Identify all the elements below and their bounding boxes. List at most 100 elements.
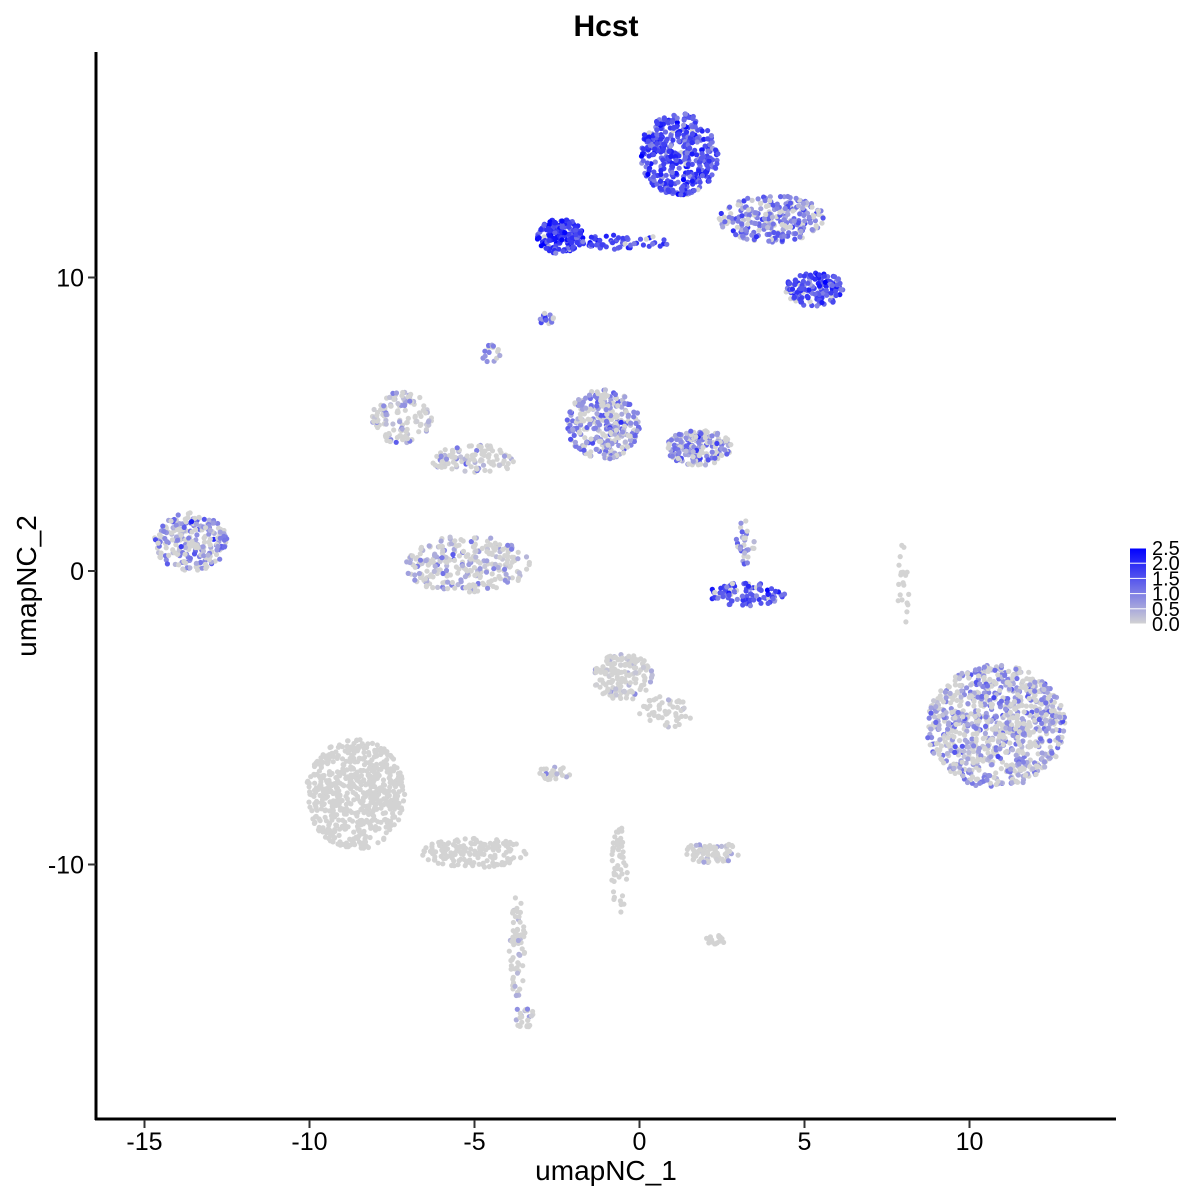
data-point <box>946 684 952 690</box>
data-point <box>371 792 377 798</box>
data-point <box>690 852 696 858</box>
data-point <box>391 396 397 402</box>
data-point <box>412 564 418 570</box>
data-point <box>1013 778 1019 784</box>
data-point <box>435 584 441 591</box>
data-point <box>702 143 708 149</box>
data-point <box>619 893 626 899</box>
data-point <box>928 726 934 732</box>
data-point <box>322 808 328 814</box>
data-point <box>593 682 600 688</box>
data-point <box>327 772 333 778</box>
data-point <box>437 839 443 846</box>
data-point <box>682 157 688 163</box>
data-point <box>821 273 827 279</box>
data-point <box>432 563 438 569</box>
data-point <box>688 428 694 434</box>
data-point <box>985 668 991 675</box>
data-point <box>505 858 511 864</box>
data-point <box>965 756 971 762</box>
data-point <box>388 818 394 824</box>
data-point <box>988 754 994 760</box>
data-point <box>644 160 651 166</box>
data-point <box>691 187 697 194</box>
data-point <box>631 241 637 247</box>
data-point <box>640 664 647 671</box>
data-point <box>470 544 476 550</box>
data-point <box>704 849 710 855</box>
data-point <box>581 411 588 417</box>
data-point <box>1005 696 1011 702</box>
data-point <box>1020 678 1026 684</box>
data-point <box>625 414 631 420</box>
data-point <box>952 674 959 680</box>
data-point <box>945 726 951 732</box>
data-point <box>712 455 718 461</box>
data-point <box>329 752 335 758</box>
data-point <box>925 735 931 741</box>
data-point <box>822 279 828 285</box>
data-point <box>648 674 655 681</box>
data-point <box>807 299 813 305</box>
data-point <box>443 554 449 560</box>
data-point <box>437 543 443 550</box>
data-point <box>472 848 478 854</box>
data-point <box>938 688 944 694</box>
data-point <box>466 443 472 449</box>
data-point <box>568 436 574 442</box>
legend-tick-label: 2.5 <box>1152 538 1180 560</box>
data-point <box>593 446 599 452</box>
data-point <box>175 512 181 518</box>
data-point <box>477 560 483 566</box>
data-point <box>945 722 952 728</box>
data-point <box>313 803 319 810</box>
data-point <box>323 786 329 792</box>
data-point <box>835 276 842 282</box>
data-point <box>439 847 445 853</box>
data-point <box>350 781 356 787</box>
data-point <box>758 600 764 606</box>
data-point <box>492 854 498 861</box>
data-point <box>458 454 464 460</box>
data-point <box>1006 686 1013 692</box>
data-point <box>481 452 487 458</box>
data-point <box>806 214 812 220</box>
data-point <box>517 1010 523 1016</box>
data-point <box>816 283 823 289</box>
data-point <box>1019 702 1025 709</box>
data-point <box>541 766 547 772</box>
data-point <box>317 761 323 768</box>
data-point <box>632 433 638 439</box>
data-point <box>519 946 525 952</box>
data-point <box>1010 732 1016 739</box>
data-point <box>699 147 705 153</box>
data-point <box>620 849 626 855</box>
data-point <box>1027 676 1033 683</box>
data-point <box>452 850 458 856</box>
data-point <box>971 743 977 749</box>
data-point <box>458 577 464 583</box>
data-point <box>471 835 477 842</box>
data-point <box>959 743 965 749</box>
data-point <box>765 224 771 231</box>
data-point <box>928 710 934 716</box>
data-point <box>202 561 208 568</box>
data-point <box>468 568 474 574</box>
data-point <box>995 753 1001 760</box>
data-point <box>337 826 343 832</box>
data-point <box>745 583 752 589</box>
data-point <box>456 553 462 559</box>
data-point <box>740 233 746 239</box>
data-point <box>598 396 604 402</box>
data-point <box>388 403 394 409</box>
data-point <box>541 222 547 228</box>
data-point <box>608 679 614 685</box>
data-point <box>1038 736 1044 742</box>
data-point <box>559 237 565 243</box>
data-point <box>418 421 424 428</box>
x-axis-ticks: -15 -10 -5 0 5 10 <box>126 1120 983 1156</box>
data-point <box>474 447 480 454</box>
data-point <box>399 393 405 399</box>
data-point <box>991 774 997 781</box>
data-point <box>690 449 696 455</box>
